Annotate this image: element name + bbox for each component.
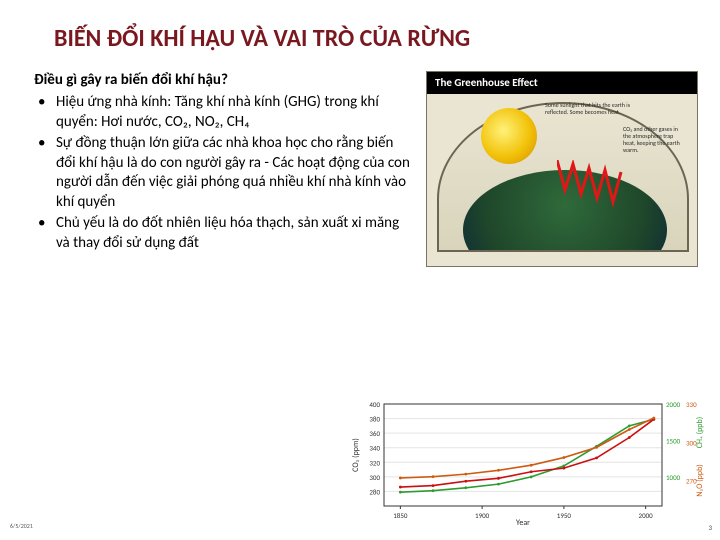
greenhouse-figure: The Greenhouse Effect Some sunlight that… (426, 71, 698, 267)
svg-text:CH₄ (ppb): CH₄ (ppb) (695, 417, 705, 448)
svg-text:360: 360 (369, 429, 380, 438)
greenhouse-caption-left: Some sunlight that hits the earth is ref… (545, 102, 631, 116)
svg-text:Year: Year (516, 518, 530, 528)
emissions-chart: 280 300 320 340 360 380 400 1850 1900 1950 2000 100… (346, 398, 706, 528)
svg-text:1500: 1500 (666, 436, 681, 445)
svg-text:330: 330 (686, 400, 697, 409)
svg-text:300: 300 (369, 473, 380, 482)
greenhouse-caption-right: CO₂ and other gases in the atmosphere tr… (623, 126, 685, 154)
svg-text:320: 320 (369, 458, 380, 467)
svg-text:2000: 2000 (639, 511, 654, 520)
footer-date: 6/5/2021 (10, 522, 33, 530)
svg-text:1000: 1000 (666, 473, 681, 482)
svg-text:1850: 1850 (393, 511, 408, 520)
svg-text:2000: 2000 (666, 400, 681, 409)
bullet-item: Chủ yếu là do đốt nhiên liệu hóa thạch, … (34, 214, 414, 253)
text-column: Điều gì gây ra biến đổi khí hậu? Hiệu ứn… (34, 71, 414, 267)
svg-text:380: 380 (369, 415, 380, 424)
svg-text:CO₂ (ppm): CO₂ (ppm) (351, 438, 361, 472)
svg-text:N₂O (ppb): N₂O (ppb) (695, 464, 705, 496)
bullet-list: Hiệu ứng nhà kính: Tăng khí nhà kính (GH… (34, 93, 414, 253)
svg-text:340: 340 (369, 444, 380, 453)
svg-text:280: 280 (369, 487, 380, 496)
svg-text:1950: 1950 (557, 511, 572, 520)
sun-icon (481, 108, 537, 164)
greenhouse-title: The Greenhouse Effect (427, 72, 697, 94)
svg-text:1900: 1900 (475, 511, 490, 520)
bullet-item: Hiệu ứng nhà kính: Tăng khí nhà kính (GH… (34, 93, 414, 132)
svg-text:400: 400 (369, 400, 380, 409)
heat-rays-icon (557, 160, 677, 250)
bullet-item: Sự đồng thuận lớn giữa các nhà khoa học … (34, 134, 414, 212)
slide-title: BIẾN ĐỔI KHÍ HẬU VÀ VAI TRÒ CỦA RỪNG (0, 0, 720, 53)
subheading: Điều gì gây ra biến đổi khí hậu? (34, 71, 414, 89)
footer-page-number: 3 (708, 523, 712, 532)
